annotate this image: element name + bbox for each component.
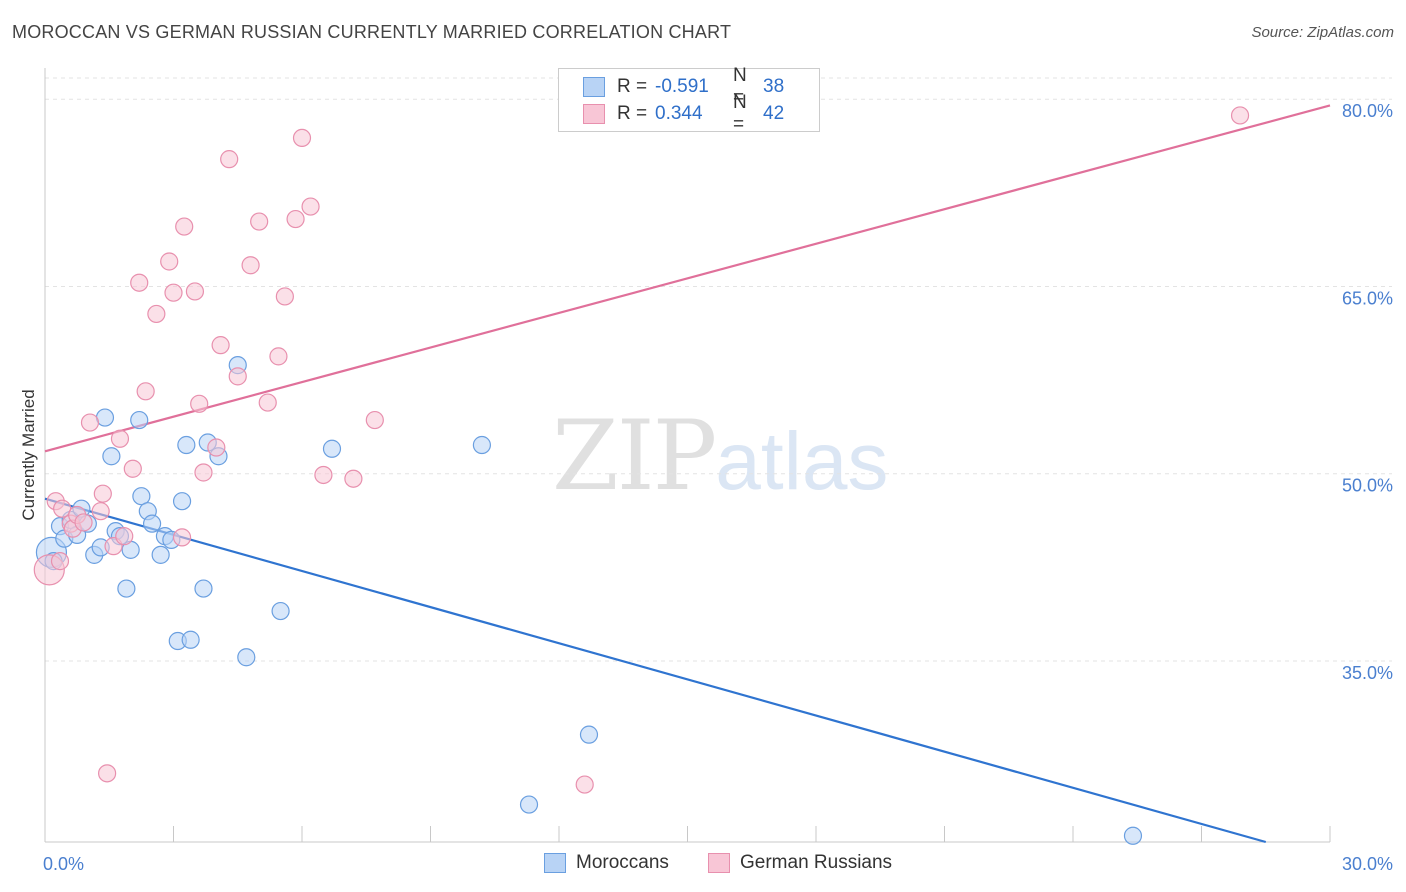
- german-russian-point: [93, 484, 112, 503]
- y-tick-label: 80.0%: [1342, 101, 1393, 121]
- trend-layer: [44, 104, 1331, 844]
- german-russian-point: [164, 283, 183, 302]
- moroccan-point: [130, 410, 149, 430]
- german-russian-point: [190, 394, 209, 413]
- moroccan-point: [177, 435, 196, 455]
- german-russian-point: [136, 382, 155, 401]
- axis-layer: [44, 68, 1331, 843]
- german-russian-point: [172, 528, 192, 547]
- legend-swatch-blue: [583, 77, 605, 97]
- chart-title: MOROCCAN VS GERMAN RUSSIAN CURRENTLY MAR…: [12, 22, 732, 42]
- german-russian-point: [130, 273, 149, 292]
- german-russian-point: [301, 197, 320, 216]
- german-russian-point: [258, 393, 277, 412]
- german-russian-point: [160, 252, 179, 271]
- german-russian-point: [241, 256, 260, 275]
- moroccan-point: [237, 648, 256, 667]
- german-russian-point: [50, 552, 70, 571]
- moroccan-point: [142, 514, 162, 533]
- moroccan-point: [181, 630, 200, 649]
- german-russian-point: [220, 150, 239, 169]
- moroccan-point: [322, 439, 342, 458]
- legend-swatch-pink: [583, 104, 605, 124]
- moroccan-point: [132, 487, 151, 506]
- german-russian-point: [115, 527, 134, 546]
- german-russian-point: [344, 469, 363, 488]
- german-russian-point: [211, 336, 230, 355]
- legend-n-value: 38: [763, 76, 785, 97]
- german-russian-point: [123, 459, 142, 478]
- german-russian-point: [365, 410, 384, 430]
- legend-r-value: 0.344: [655, 103, 703, 124]
- x-tick-label: 0.0%: [43, 854, 84, 874]
- moroccan-point: [1123, 826, 1143, 845]
- bottom-legend-swatch-pink: [708, 853, 730, 873]
- grid-layer: [45, 77, 1392, 662]
- y-axis-label: Currently Married: [19, 389, 38, 520]
- german-russian-point: [194, 463, 213, 482]
- legend-row-german-russians: R = 0.344 N = 42: [583, 92, 785, 135]
- german-russian-point: [314, 465, 333, 485]
- moroccan-point: [172, 492, 192, 511]
- legend-n-value: 42: [763, 103, 785, 124]
- german-russian-point: [147, 304, 166, 324]
- bottom-legend-label: German Russians: [740, 852, 893, 873]
- german-russian-point: [250, 212, 269, 231]
- moroccan-point: [151, 545, 170, 564]
- bottom-legend-swatch-blue: [544, 853, 566, 873]
- watermark-zip: ZIP: [552, 400, 717, 512]
- moroccan-point: [117, 579, 136, 598]
- german-russian-point: [292, 128, 312, 148]
- correlation-legend: R = -0.591 N = 38 R = 0.344 N = 42: [558, 65, 820, 135]
- german-russian-point: [207, 438, 226, 457]
- german-russian-point: [275, 287, 294, 306]
- legend-r-label: R =: [617, 76, 648, 97]
- german-russian-point: [74, 513, 93, 532]
- german-russian-point: [575, 775, 594, 794]
- x-tick-label: 30.0%: [1342, 854, 1393, 874]
- source-label: Source: ZipAtlas.com: [1251, 24, 1394, 41]
- y-tick-label: 65.0%: [1342, 288, 1393, 308]
- label-layer: 35.0% 50.0% 65.0% 80.0% 0.0% 30.0% Currently M…: [19, 101, 1393, 874]
- moroccan-point: [271, 601, 290, 621]
- german-russian-point: [110, 429, 130, 448]
- german-russian-point: [80, 413, 100, 432]
- bottom-legend-label: Moroccans: [576, 852, 669, 873]
- moroccan-point: [519, 795, 539, 814]
- moroccan-point: [472, 435, 491, 455]
- moroccan-point: [194, 579, 213, 598]
- german-russian-point: [185, 282, 205, 301]
- german-russian-point: [91, 502, 110, 521]
- legend-n-label: N =: [733, 92, 747, 135]
- legend-r-value: -0.591: [655, 76, 709, 97]
- y-tick-label: 50.0%: [1342, 476, 1393, 496]
- legend-row-moroccans: R = -0.591 N = 38: [583, 65, 785, 108]
- watermark-atlas: atlas: [715, 416, 889, 507]
- german-russian-point: [286, 209, 305, 229]
- legend-r-label: R =: [617, 103, 648, 124]
- german-russian-point: [228, 367, 247, 386]
- points-layer: [33, 106, 1250, 845]
- y-tick-label: 35.0%: [1342, 663, 1393, 683]
- bottom-legend-german-russians: German Russians: [708, 852, 892, 874]
- watermark: ZIPatlas: [552, 400, 888, 512]
- moroccan-point: [579, 725, 599, 744]
- german-russian-point: [269, 347, 288, 366]
- moroccan-trend-line: [44, 497, 1267, 844]
- german-russian-point: [1230, 106, 1250, 125]
- moroccan-point: [102, 447, 121, 466]
- german-russian-trend-line: [44, 104, 1331, 453]
- legend-n-label: N =: [733, 65, 747, 108]
- german-russian-point: [175, 217, 194, 236]
- german-russian-point: [98, 764, 117, 783]
- bottom-legend-moroccans: Moroccans: [544, 852, 669, 874]
